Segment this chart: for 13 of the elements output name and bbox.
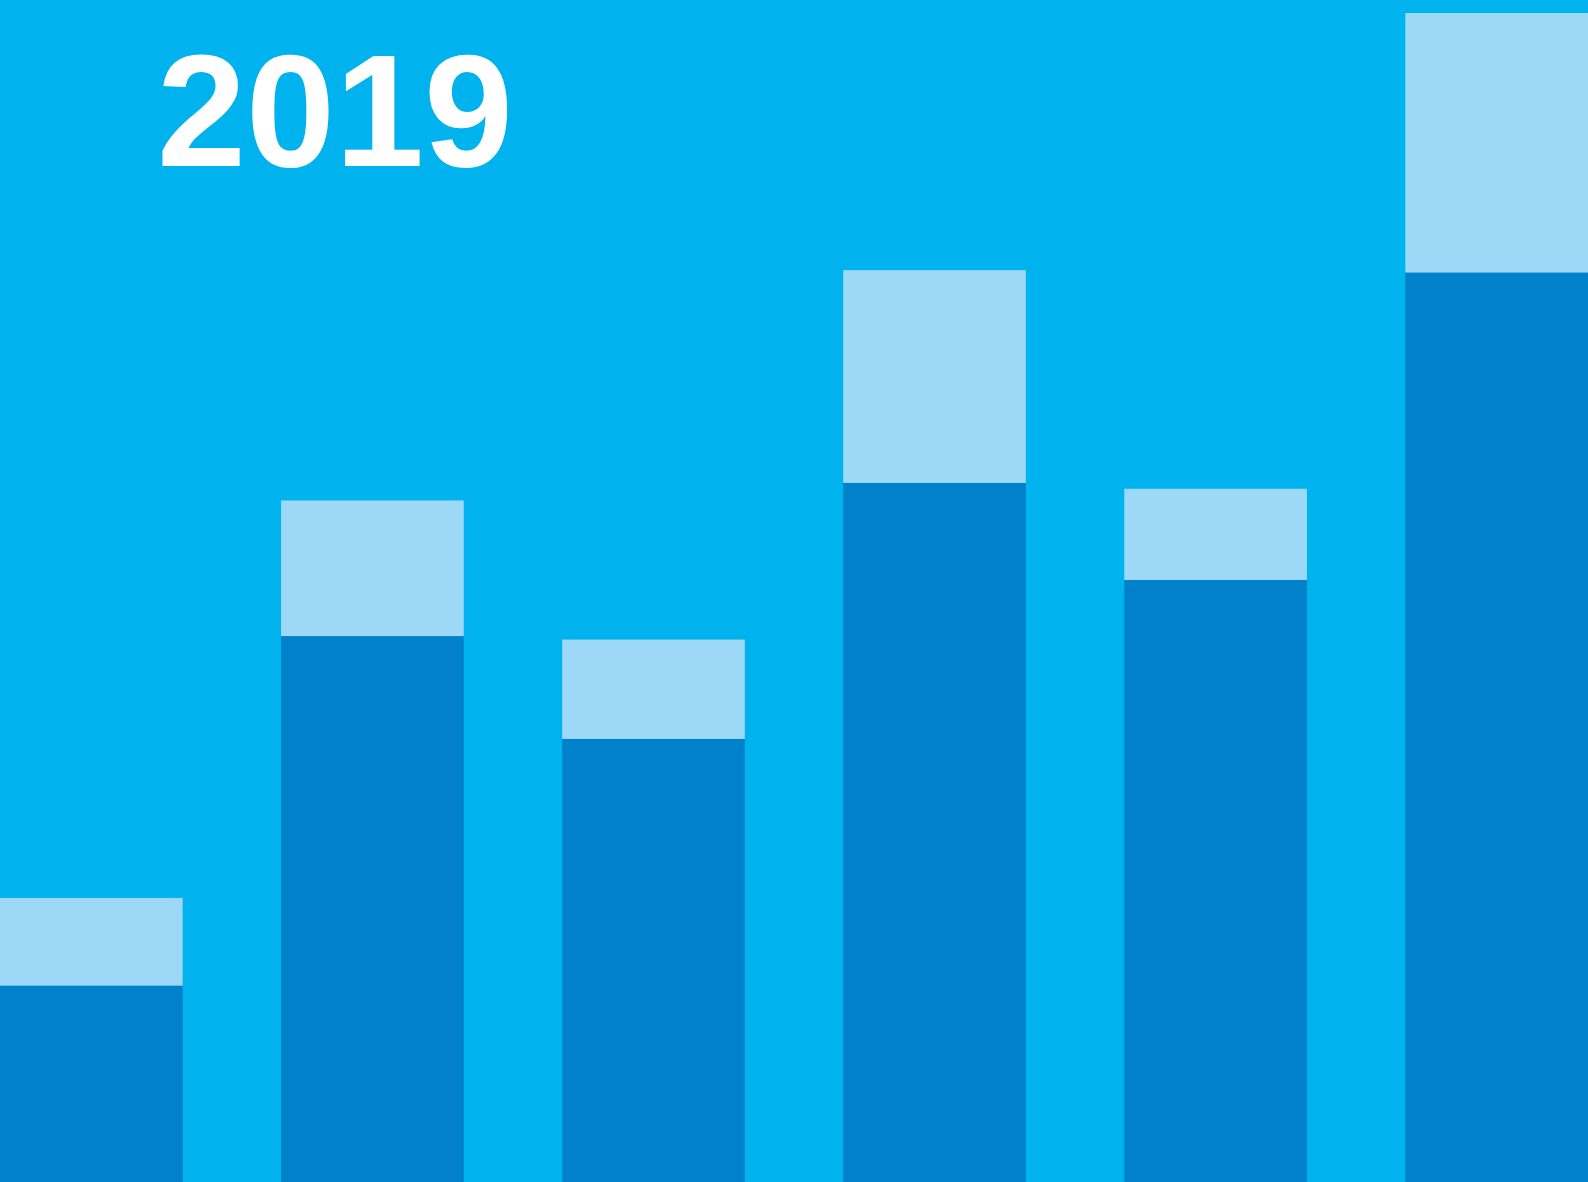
bar [281,636,464,1182]
bar [1124,579,1307,1182]
chart-title: 2019 [157,21,513,200]
bar [562,639,745,739]
bar [0,897,183,986]
bar [281,500,464,637]
bar [843,482,1026,1182]
bar [1124,488,1307,580]
bar [1405,272,1588,1182]
bar [843,270,1026,483]
bar [0,985,183,1182]
bar [1405,13,1588,273]
bar [562,738,745,1182]
